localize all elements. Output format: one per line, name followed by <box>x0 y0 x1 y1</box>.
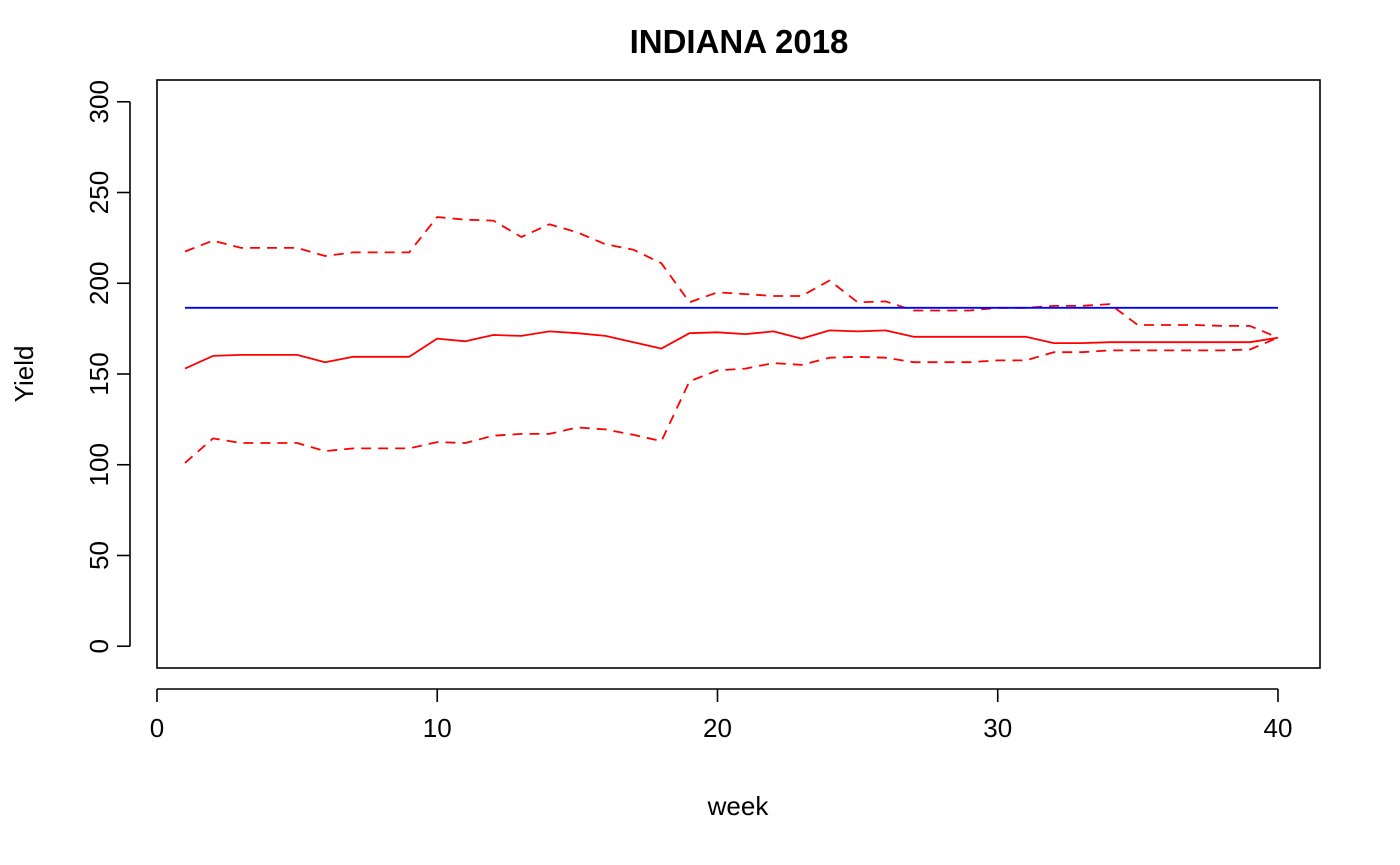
series-line-solid-red <box>184 329 1279 370</box>
series-layer <box>184 216 1279 464</box>
y-tick-label: 150 <box>84 352 114 395</box>
y-tick-label: 100 <box>84 443 114 486</box>
series-line-upper-dashed <box>184 216 1279 339</box>
x-tick-label: 40 <box>1264 713 1293 743</box>
y-tick-label: 300 <box>84 80 114 123</box>
x-axis-title: week <box>707 791 770 821</box>
chart-title: INDIANA 2018 <box>630 23 849 60</box>
plot-box <box>156 79 1321 669</box>
y-axis-title: Yield <box>9 346 39 403</box>
x-tick-label: 30 <box>983 713 1012 743</box>
y-tick-label: 250 <box>84 171 114 214</box>
x-tick-label: 20 <box>703 713 732 743</box>
y-tick-label: 200 <box>84 262 114 305</box>
x-tick-label: 10 <box>423 713 452 743</box>
y-tick-label: 50 <box>84 541 114 570</box>
x-axis: 0 10 20 30 40 <box>150 688 1293 743</box>
y-tick-label: 0 <box>84 639 114 653</box>
series-line-lower-dashed <box>184 336 1279 464</box>
y-axis: 0 50 100 150 200 250 300 <box>84 80 131 653</box>
x-tick-label: 0 <box>150 713 164 743</box>
